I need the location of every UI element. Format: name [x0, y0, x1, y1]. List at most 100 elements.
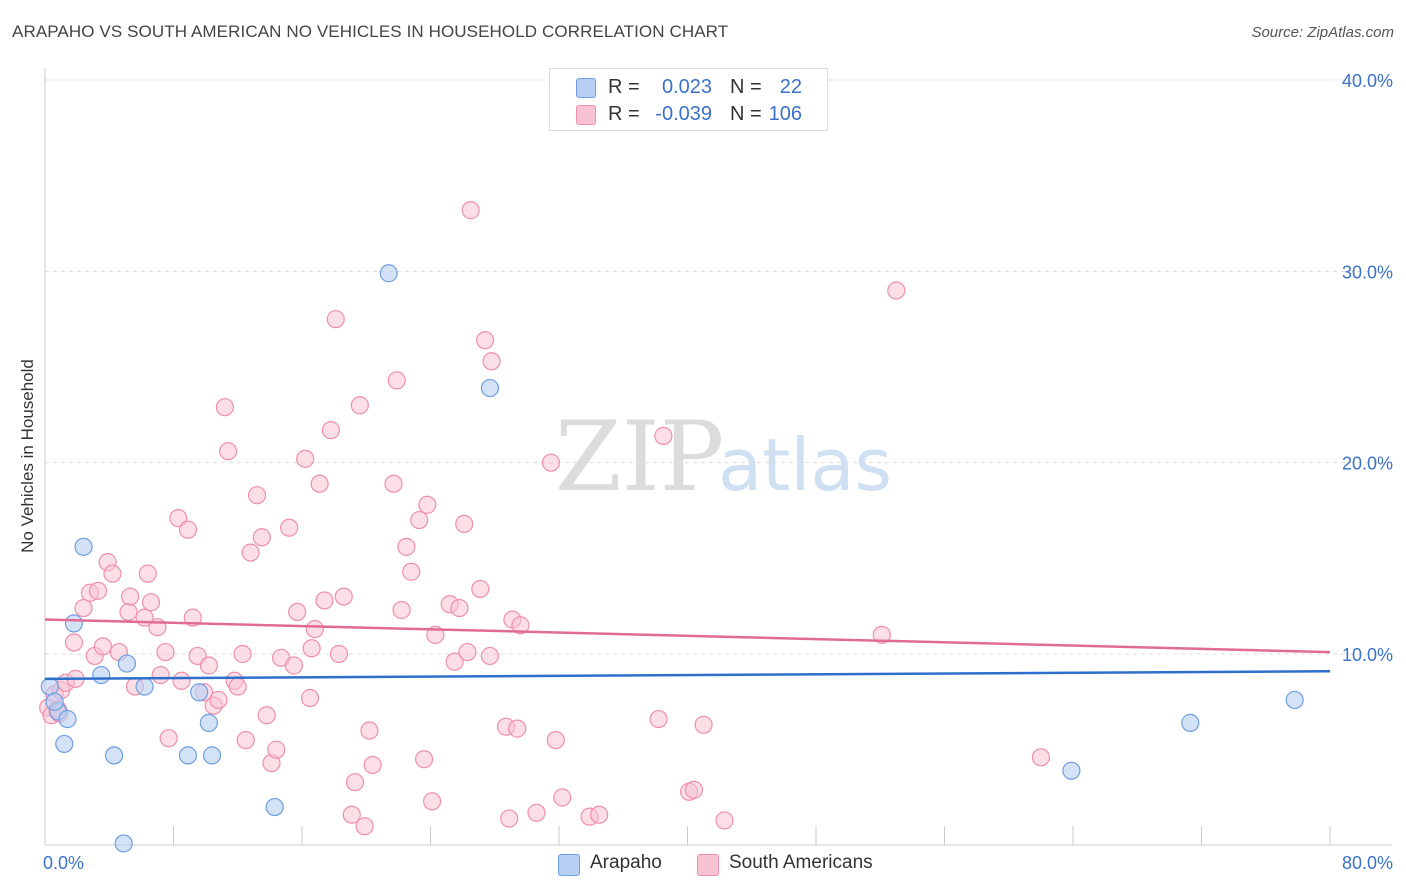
y-tick-label: 30.0% [1342, 262, 1393, 282]
data-point-arapaho [265, 797, 284, 817]
data-point-arapaho [135, 677, 154, 696]
data-point-south-americans [546, 730, 565, 750]
data-point-south-americans [455, 514, 474, 533]
data-point-south-americans [305, 620, 324, 639]
legend-r-value: -0.039 [655, 103, 712, 125]
data-point-south-americans [397, 537, 416, 556]
data-point-south-americans [64, 633, 84, 652]
data-point-arapaho [114, 834, 133, 853]
y-tick-label: 10.0% [1342, 645, 1393, 665]
data-point-arapaho [480, 378, 500, 398]
data-point-south-americans [321, 421, 341, 440]
data-point-south-americans [284, 656, 304, 675]
data-point-south-americans [209, 690, 228, 710]
data-point-south-americans [151, 665, 170, 685]
data-point-south-americans [342, 805, 361, 824]
legend-row-arapaho: R = 0.023 N = 22 [550, 74, 827, 101]
data-point-south-americans [159, 729, 178, 748]
data-point-south-americans [103, 564, 122, 583]
series-arapaho [40, 264, 1304, 853]
legend-row-south-americans: R = -0.039 N = 106 [550, 101, 827, 128]
legend-n-label: N = [730, 76, 762, 98]
data-point-south-americans [141, 593, 161, 612]
data-point-south-americans [300, 688, 320, 708]
legend-n-value: 22 [779, 76, 802, 98]
data-point-south-americans [121, 587, 140, 606]
axes [44, 68, 1392, 846]
data-point-south-americans [233, 644, 252, 664]
data-point-south-americans [178, 520, 198, 539]
data-point-south-americans [445, 652, 464, 671]
data-point-south-americans [236, 730, 255, 750]
data-point-south-americans [450, 598, 469, 618]
data-point-south-americans [228, 677, 247, 696]
series-south-americans [39, 201, 1050, 836]
data-point-south-americans [553, 788, 572, 807]
data-point-south-americans [252, 528, 271, 547]
data-point-south-americans [247, 486, 267, 505]
data-point-south-americans [172, 671, 191, 690]
data-point-arapaho [74, 537, 93, 556]
data-point-south-americans [476, 331, 495, 350]
data-point-south-americans [418, 495, 437, 514]
y-tick-label: 20.0% [1342, 454, 1393, 474]
data-point-south-americans [156, 642, 175, 662]
data-point-south-americans [458, 642, 477, 662]
data-point-south-americans [88, 581, 108, 600]
data-point-arapaho [92, 665, 111, 685]
data-point-south-americans [138, 564, 157, 583]
legend-r-label: R = [608, 76, 640, 98]
data-point-south-americans [654, 426, 673, 445]
data-point-south-americans [715, 811, 734, 830]
data-point-south-americans [183, 608, 202, 627]
x-tick-label-min: 0.0% [43, 853, 84, 873]
data-point-south-americans [482, 352, 501, 371]
x-tick-label-max: 80.0% [1342, 853, 1393, 873]
data-point-south-americans [215, 398, 234, 417]
data-point-south-americans [392, 600, 411, 620]
data-point-arapaho [178, 746, 198, 765]
trend-lines [44, 618, 1331, 681]
data-point-south-americans [310, 474, 329, 493]
data-point-south-americans [280, 518, 299, 537]
legend-n-label: N = [730, 103, 762, 125]
data-point-south-americans [649, 709, 668, 729]
data-point-south-americans [345, 773, 365, 792]
watermark-atlas: atlas [718, 423, 892, 507]
data-point-south-americans [326, 310, 345, 329]
correlation-legend: R = 0.023 N = 22 R = -0.039 N = 106 [549, 68, 828, 131]
data-point-south-americans [119, 602, 138, 622]
bottom-legend-label-arapaho: Arapaho [590, 852, 662, 873]
data-point-south-americans [471, 579, 490, 599]
chart-title: ARAPAHO VS SOUTH AMERICAN NO VEHICLES IN… [12, 22, 729, 41]
data-point-arapaho [45, 692, 64, 711]
data-point-south-americans [355, 817, 374, 836]
legend-n-value: 106 [768, 103, 802, 125]
data-point-south-americans [315, 591, 334, 610]
data-point-south-americans [872, 625, 891, 644]
data-point-south-americans [219, 442, 238, 461]
data-point-arapaho [1062, 761, 1081, 780]
data-point-south-americans [350, 396, 369, 415]
data-point-south-americans [302, 639, 321, 658]
data-point-south-americans [414, 750, 434, 769]
legend-r-label: R = [608, 103, 640, 125]
data-point-south-americans [334, 587, 353, 606]
data-point-south-americans [461, 201, 480, 220]
y-axis-label: No Vehicles in Household [18, 359, 37, 553]
data-point-south-americans [590, 805, 609, 824]
legend-swatch-arapaho [576, 78, 596, 98]
data-point-arapaho [1285, 690, 1304, 710]
data-point-south-americans [410, 510, 429, 530]
data-point-south-americans [1031, 748, 1050, 767]
data-point-south-americans [500, 809, 519, 828]
data-point-south-americans [93, 637, 112, 656]
gridlines [45, 79, 1392, 655]
data-point-south-americans [887, 281, 906, 300]
data-point-south-americans [241, 543, 260, 562]
data-point-south-americans [480, 646, 500, 666]
bottom-legend-swatch-arapaho [558, 854, 580, 876]
data-point-arapaho [1181, 713, 1200, 732]
data-point-south-americans [684, 780, 704, 799]
